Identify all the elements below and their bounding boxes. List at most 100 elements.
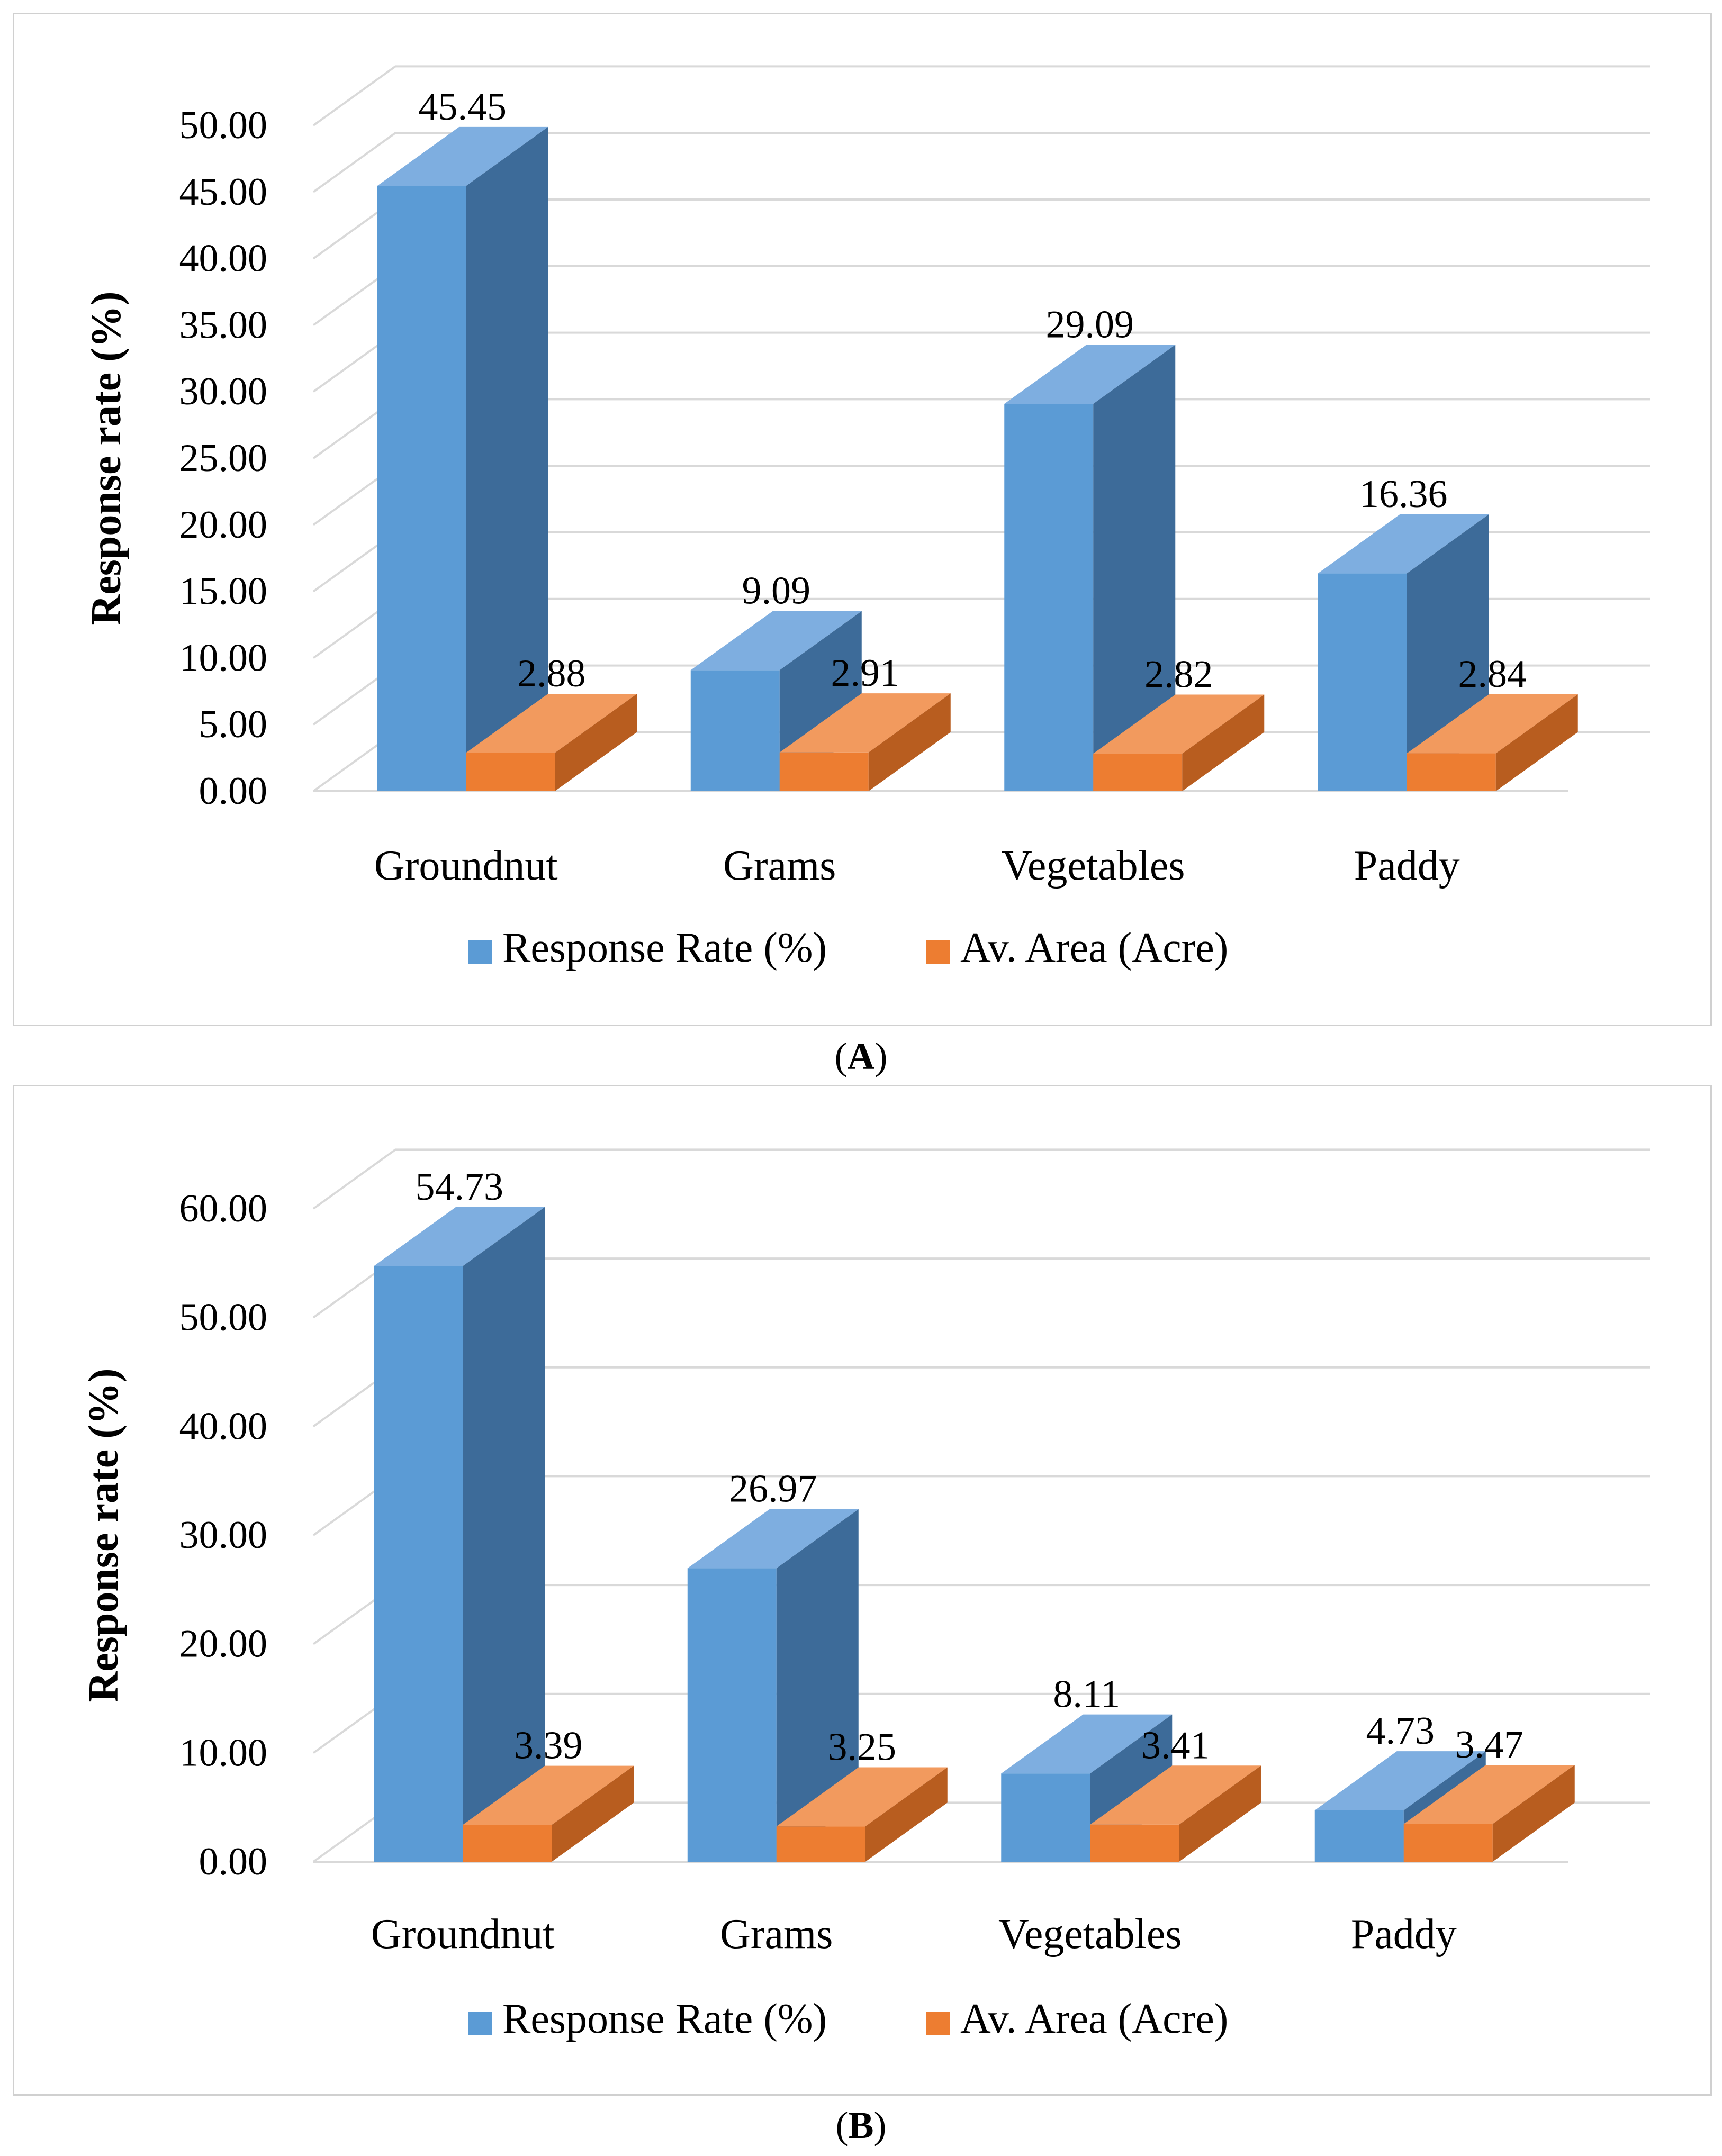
y-tick-label: 20.00 (179, 503, 268, 547)
x-tick-label: Paddy (1354, 843, 1460, 889)
data-label-av-area: 2.84 (1458, 653, 1527, 696)
chart-panel-b: 0.00 10.00 20.00 30.00 40.00 50.00 60.00 Respon… (13, 1085, 1712, 2096)
bar-av-area (1403, 1824, 1493, 1862)
legend-label-av-area: Av. Area (Acre) (960, 1996, 1228, 2042)
y-tick-label: 40.00 (179, 1405, 268, 1448)
bar-av-area-top (1090, 1765, 1261, 1825)
y-tick-label: 40.00 (179, 237, 268, 280)
gridline-diagonal (312, 132, 396, 193)
y-axis-label: Response rate (%) (80, 1369, 127, 1702)
legend-swatch-av-area (926, 2012, 950, 2035)
data-label-av-area: 3.47 (1455, 1723, 1524, 1767)
bar-av-area-top (1093, 694, 1265, 754)
bar-av-area (463, 1825, 552, 1862)
bar-av-area-side (1492, 1765, 1575, 1862)
y-tick-label: 10.00 (179, 1731, 268, 1774)
y-tick-label: 20.00 (179, 1623, 268, 1666)
bar-response-rate (374, 1266, 463, 1862)
y-tick-label: 60.00 (179, 1187, 268, 1230)
bar-av-area-top (776, 1767, 948, 1827)
bar-av-area-top (1403, 1765, 1575, 1824)
bar-response-rate-side (463, 1207, 545, 1862)
bar-response-rate (1001, 1773, 1090, 1862)
data-label-response-rate: 54.73 (416, 1165, 504, 1209)
bar-av-area-side (868, 693, 951, 791)
bar-response-rate (1318, 573, 1407, 791)
bar-response-rate-top (690, 611, 862, 671)
y-axis-label: Response rate (%) (83, 292, 130, 626)
chart-b-svg: 0.00 10.00 20.00 30.00 40.00 50.00 60.00 Respon… (80, 1148, 1650, 2042)
y-tick-label: 50.00 (179, 104, 268, 147)
caption-b-label: B (848, 2104, 874, 2146)
bar-av-area-side (1179, 1765, 1261, 1862)
chart-a-svg: 0.00 5.00 10.00 15.00 20.00 25.00 30.00 35.00 40… (83, 65, 1650, 971)
x-tick-label: Groundnut (374, 843, 558, 889)
data-label-response-rate: 8.11 (1053, 1673, 1120, 1716)
bar-av-area-top (466, 693, 637, 753)
data-label-response-rate: 29.09 (1046, 303, 1134, 346)
bar-av-area-side (555, 693, 637, 791)
bar-av-area (466, 753, 555, 791)
caption-a: (A) (834, 1035, 888, 1077)
caption-b: (B) (835, 2104, 887, 2146)
bar-response-rate-top (1318, 514, 1489, 574)
bar-response-rate-side (466, 126, 548, 791)
x-tick-label: Vegetables (998, 1911, 1182, 1958)
y-tick-label: 25.00 (179, 437, 268, 480)
bar-av-area (1093, 754, 1183, 791)
x-tick-label: Grams (720, 1911, 833, 1958)
y-tick-label: 50.00 (179, 1296, 268, 1339)
data-label-response-rate: 9.09 (742, 569, 811, 613)
bar-response-rate (1314, 1810, 1404, 1862)
bar-av-area-top (779, 693, 951, 753)
data-label-response-rate: 26.97 (729, 1467, 817, 1511)
bar-response-rate-side (776, 1509, 859, 1862)
bar-response-rate-top (1001, 1714, 1173, 1774)
bar-response-rate-top (1314, 1751, 1486, 1810)
legend-label-response-rate: Response Rate (%) (502, 925, 827, 971)
bar-response-rate (687, 1568, 777, 1862)
gridline-diagonal (312, 1148, 396, 1210)
bar-av-area-side (1182, 694, 1265, 791)
data-label-av-area: 2.82 (1144, 653, 1213, 696)
legend-swatch-av-area (926, 940, 950, 964)
data-label-av-area: 3.41 (1141, 1724, 1210, 1767)
y-tick-label: 30.00 (179, 1514, 268, 1557)
x-tick-label: Groundnut (371, 1911, 555, 1958)
bar-av-area-top (463, 1765, 634, 1825)
x-tick-label: Paddy (1351, 1911, 1457, 1958)
bar-av-area (776, 1826, 865, 1862)
bar-response-rate-top (1004, 345, 1176, 404)
bar-av-area-side (1495, 694, 1578, 791)
y-tick-label: 5.00 (199, 703, 268, 746)
y-tick-label: 10.00 (179, 636, 268, 680)
x-tick-label: Vegetables (1002, 843, 1185, 889)
data-label-response-rate: 45.45 (419, 85, 507, 129)
legend-label-av-area: Av. Area (Acre) (960, 925, 1228, 971)
y-tick-label: 0.00 (199, 769, 268, 813)
caption-a-label: A (847, 1035, 875, 1077)
legend-swatch-response-rate (468, 2012, 492, 2035)
bar-av-area (1090, 1824, 1179, 1862)
data-label-response-rate: 4.73 (1366, 1709, 1435, 1753)
bar-response-rate (377, 186, 466, 791)
data-label-av-area: 3.39 (514, 1724, 583, 1768)
data-label-av-area: 2.88 (517, 652, 586, 695)
x-tick-label: Grams (723, 843, 836, 889)
y-tick-label: 45.00 (179, 170, 268, 214)
bar-av-area (779, 752, 869, 791)
data-label-response-rate: 16.36 (1359, 473, 1448, 516)
bar-av-area-top (1407, 694, 1578, 754)
chart-panel-a: 0.00 5.00 10.00 15.00 20.00 25.00 30.00 35.00 40… (13, 13, 1712, 1026)
legend-label-response-rate: Response Rate (%) (502, 1996, 827, 2042)
y-tick-label: 30.00 (179, 370, 268, 413)
bar-response-rate (690, 670, 780, 791)
y-tick-label: 0.00 (199, 1840, 268, 1883)
bar-response-rate-top (687, 1509, 859, 1569)
data-label-av-area: 2.91 (831, 651, 900, 695)
y-tick-label: 35.00 (179, 303, 268, 347)
y-tick-label: 15.00 (179, 570, 268, 613)
bar-response-rate-top (374, 1207, 545, 1266)
bar-av-area (1407, 753, 1496, 791)
bar-av-area-side (552, 1765, 634, 1862)
